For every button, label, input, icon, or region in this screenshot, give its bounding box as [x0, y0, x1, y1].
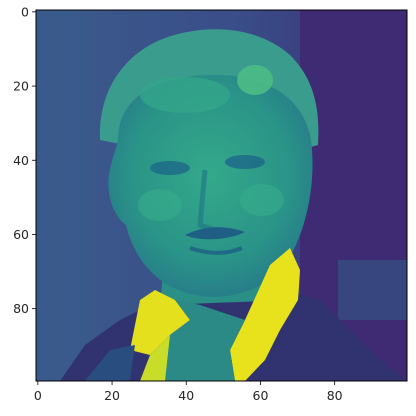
shirt-button-area	[140, 335, 170, 381]
x-tick-label: 60	[253, 388, 269, 403]
left-band	[36, 10, 91, 381]
y-tick-label: 40	[13, 153, 29, 168]
left-eye	[150, 161, 190, 175]
x-axis: 0 20 40 60 80	[34, 381, 343, 403]
x-tick-label: 0	[34, 388, 42, 403]
forehead-highlight	[237, 65, 273, 95]
face-region	[108, 75, 313, 297]
x-tick-label: 40	[178, 388, 194, 403]
left-lapel	[85, 345, 135, 381]
forehead-sheen	[140, 77, 230, 113]
hair-region	[99, 29, 319, 150]
y-tick-label: 80	[13, 301, 29, 316]
image-area	[36, 10, 407, 381]
right-eye	[225, 155, 265, 169]
shirt-inner	[160, 300, 245, 381]
cheek-right	[240, 184, 284, 216]
x-tick-label: 20	[104, 388, 120, 403]
collar-right	[230, 248, 300, 381]
y-tick-label: 20	[13, 79, 29, 94]
mustache	[185, 227, 245, 240]
axes-frame	[35, 9, 408, 382]
y-tick-label: 60	[13, 227, 29, 242]
right-mid-region	[338, 260, 407, 320]
y-axis: 0 20 40 60 80	[13, 4, 36, 316]
cheek-left	[138, 189, 182, 221]
mouth-line	[189, 246, 243, 255]
x-tick-label: 80	[327, 388, 343, 403]
collar-left	[130, 290, 190, 355]
y-tick-label: 0	[21, 4, 29, 19]
